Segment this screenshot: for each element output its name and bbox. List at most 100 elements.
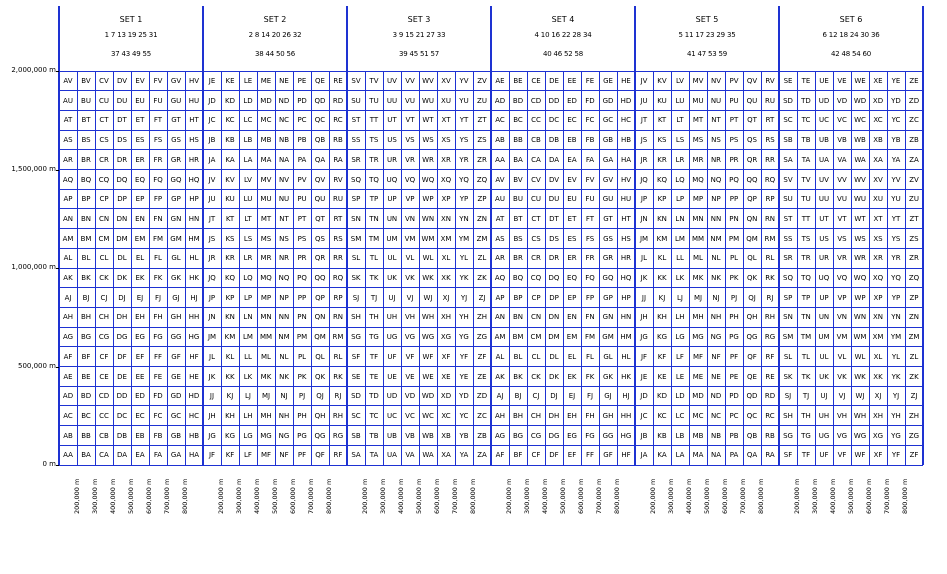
x-axis-label: 400,000 m (685, 478, 693, 514)
grid-cell: EM (134, 234, 146, 243)
grid-cell: RP (765, 195, 775, 204)
grid-cell: UJ (820, 392, 828, 401)
grid-cell: GD (602, 96, 614, 105)
grid-cell: KU (225, 195, 235, 204)
grid-cell: ZV (477, 77, 487, 85)
grid-cell: MD (692, 392, 704, 401)
grid-cell: UD (386, 392, 398, 401)
grid-cell: UM (386, 234, 398, 243)
grid-cell: BK (513, 372, 523, 381)
grid-cell: XG (440, 333, 452, 342)
grid-cell: WV (422, 77, 434, 85)
grid-cell: EF (567, 451, 577, 460)
grid-row-line (59, 90, 923, 92)
grid-cell: BU (81, 96, 91, 105)
grid-cell: EA (135, 451, 145, 460)
set-title: SET 4 (551, 15, 575, 24)
grid-cell: RD (764, 392, 776, 401)
grid-cell: AJ (496, 392, 504, 401)
grid-cell: YG (459, 333, 469, 342)
grid-cell: HM (620, 333, 632, 342)
grid-cell: HV (188, 77, 200, 85)
grid-cell: GL (603, 352, 613, 361)
grid-cell: HF (621, 451, 631, 460)
x-axis-label: 500,000 m (847, 478, 855, 514)
grid-cell: XG (872, 431, 884, 440)
x-axis-label: 300,000 m (667, 478, 675, 514)
grid-row-line (59, 208, 923, 210)
grid-cell: VJ (838, 392, 846, 401)
grid-cell: FS (585, 234, 595, 243)
grid-cell: CU (530, 195, 541, 204)
grid-cell: MM (259, 333, 273, 342)
grid-cell: JM (639, 234, 649, 243)
grid-cell: MV (260, 175, 272, 184)
grid-cell: LF (676, 352, 684, 361)
grid-cell: JN (208, 313, 216, 322)
grid-cell: HC (620, 116, 632, 125)
grid-cell: FR (585, 254, 595, 263)
grid-cell: HF (189, 352, 199, 361)
grid-cell: TN (369, 214, 379, 223)
grid-cell: RF (333, 451, 343, 460)
grid-cell: DE (117, 372, 127, 381)
grid-cell: VV (405, 77, 415, 85)
grid-cell: UV (819, 175, 829, 184)
grid-cell: JL (641, 254, 647, 263)
grid-cell: YT (459, 116, 469, 125)
grid-cell: YE (891, 77, 901, 85)
set-title: SET 1 (119, 15, 143, 24)
grid-cell: RK (765, 274, 775, 282)
grid-cell: GV (602, 175, 614, 184)
grid-cell: GT (603, 214, 613, 223)
grid-cell: NC (710, 411, 722, 420)
grid-cell: LK (675, 274, 685, 282)
grid-row-line (59, 287, 923, 289)
grid-cell: UH (818, 411, 830, 420)
grid-cell: BC (513, 116, 523, 125)
grid-cell: GF (603, 451, 613, 460)
grid-cell: HH (620, 411, 632, 420)
grid-cell: JT (208, 214, 216, 223)
grid-cell: DF (117, 352, 127, 361)
grid-cell: TF (801, 451, 811, 460)
grid-cell: BV (81, 77, 91, 85)
grid-cell: MB (260, 136, 272, 145)
grid-cell: NV (710, 77, 722, 85)
grid-cell: NB (278, 136, 290, 145)
grid-cell: GD (170, 392, 182, 401)
grid-cell: VP (837, 293, 847, 302)
grid-cell: VG (836, 431, 848, 440)
grid-cell: FM (152, 234, 164, 243)
grid-cell: XQ (440, 175, 452, 184)
grid-cell: ZL (477, 254, 487, 263)
grid-cell: BF (513, 451, 523, 460)
grid-cell: TU (369, 96, 379, 105)
grid-cell: HP (621, 293, 631, 302)
grid-cell: MH (260, 411, 272, 420)
grid-cell: VV (837, 175, 847, 184)
grid-cell: ZC (909, 116, 919, 125)
grid-cell: VB (837, 136, 847, 145)
grid-cell: FJ (154, 293, 162, 302)
grid-cell: MU (260, 195, 272, 204)
grid-cell: ZG (476, 333, 488, 342)
y-axis-tick (56, 71, 59, 72)
grid-cell: PD (729, 392, 739, 401)
grid-cell: XB (441, 431, 451, 440)
grid-cell: SM (350, 234, 362, 243)
grid-cell: AQ (494, 274, 506, 282)
grid-cell: GM (602, 333, 614, 342)
x-axis-label: 300,000 m (379, 478, 387, 514)
grid-cell: BV (513, 175, 523, 184)
grid-cell: CM (98, 234, 110, 243)
grid-cell: FH (585, 411, 595, 420)
grid-cell: ET (567, 214, 577, 223)
grid-cell: JC (208, 116, 216, 125)
grid-cell: VN (836, 313, 848, 322)
grid-cell: XF (441, 352, 451, 361)
grid-cell: JV (208, 175, 216, 184)
grid-cell: PK (297, 372, 307, 381)
grid-cell: SG (783, 431, 793, 440)
grid-cell: YQ (891, 274, 901, 282)
